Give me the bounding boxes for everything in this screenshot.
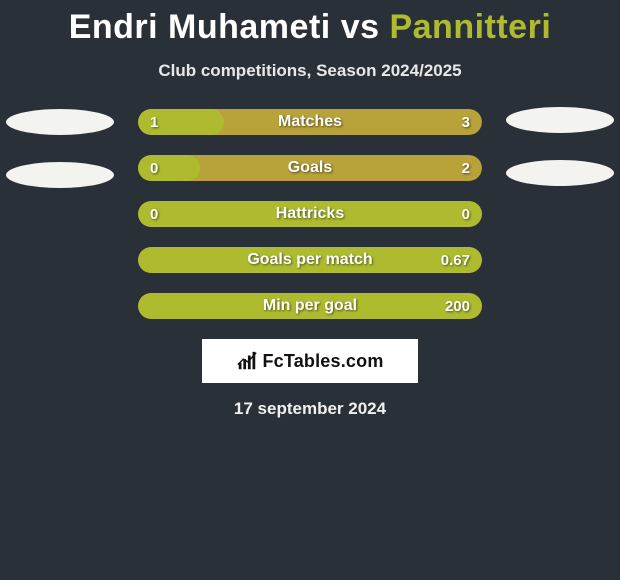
player1-marker bbox=[6, 109, 114, 135]
title-player2: Pannitteri bbox=[389, 8, 551, 46]
stat-label: Matches bbox=[138, 109, 482, 135]
bar-chart-icon bbox=[236, 350, 258, 372]
brand-logo-text: FcTables.com bbox=[262, 351, 383, 372]
brand-logo: FcTables.com bbox=[202, 339, 418, 383]
stat-row: 13Matches bbox=[138, 109, 482, 135]
stat-row: 0.67Goals per match bbox=[138, 247, 482, 273]
stat-row: 200Min per goal bbox=[138, 293, 482, 319]
player1-marker bbox=[6, 162, 114, 188]
stat-label: Hattricks bbox=[138, 201, 482, 227]
stat-label: Goals bbox=[138, 155, 482, 181]
title-vs: vs bbox=[341, 8, 380, 46]
date-text: 17 september 2024 bbox=[0, 399, 620, 419]
page-title: Endri Muhameti vs Pannitteri bbox=[0, 0, 620, 47]
stat-label: Goals per match bbox=[138, 247, 482, 273]
stat-row: 02Goals bbox=[138, 155, 482, 181]
player2-marker bbox=[506, 107, 614, 133]
stat-label: Min per goal bbox=[138, 293, 482, 319]
title-player1: Endri Muhameti bbox=[69, 8, 331, 46]
stat-row: 00Hattricks bbox=[138, 201, 482, 227]
player2-marker bbox=[506, 160, 614, 186]
subtitle: Club competitions, Season 2024/2025 bbox=[0, 61, 620, 81]
comparison-chart: 13Matches 02Goals 00Hattricks 0.67Goals per… bbox=[0, 109, 620, 319]
